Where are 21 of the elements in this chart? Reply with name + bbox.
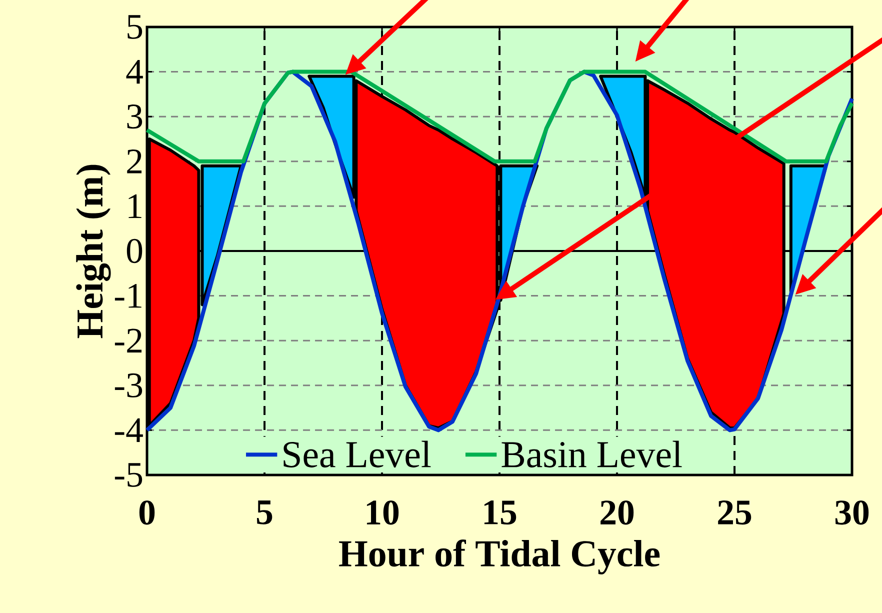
x-axis-title: Hour of Tidal Cycle (339, 540, 660, 574)
y-tick-label: -2 (114, 328, 142, 352)
y-tick-label: -5 (114, 463, 142, 487)
y-tick-label: 2 (127, 150, 142, 174)
y-tick-label: -3 (114, 373, 142, 398)
y-tick-label: 1 (128, 194, 142, 218)
y-tick-label: 4 (126, 60, 143, 84)
y-tick-label: -4 (114, 418, 143, 442)
legend-label: Basin Level (502, 440, 682, 468)
y-tick-label: 5 (128, 15, 142, 39)
y-tick-label: -1 (114, 284, 142, 308)
x-tick-label: 25 (718, 500, 752, 525)
x-tick-label: 30 (835, 500, 869, 525)
y-tick-label: 3 (127, 104, 142, 129)
x-tick-label: 20 (600, 500, 634, 525)
x-tick-label: 10 (366, 500, 399, 525)
legend-label: Sea Level (284, 440, 431, 468)
y-tick-label: 0 (126, 238, 142, 264)
x-tick-label: 15 (484, 500, 516, 525)
x-tick-label: 5 (256, 500, 272, 524)
y-axis-title: Height (m) (76, 164, 111, 338)
